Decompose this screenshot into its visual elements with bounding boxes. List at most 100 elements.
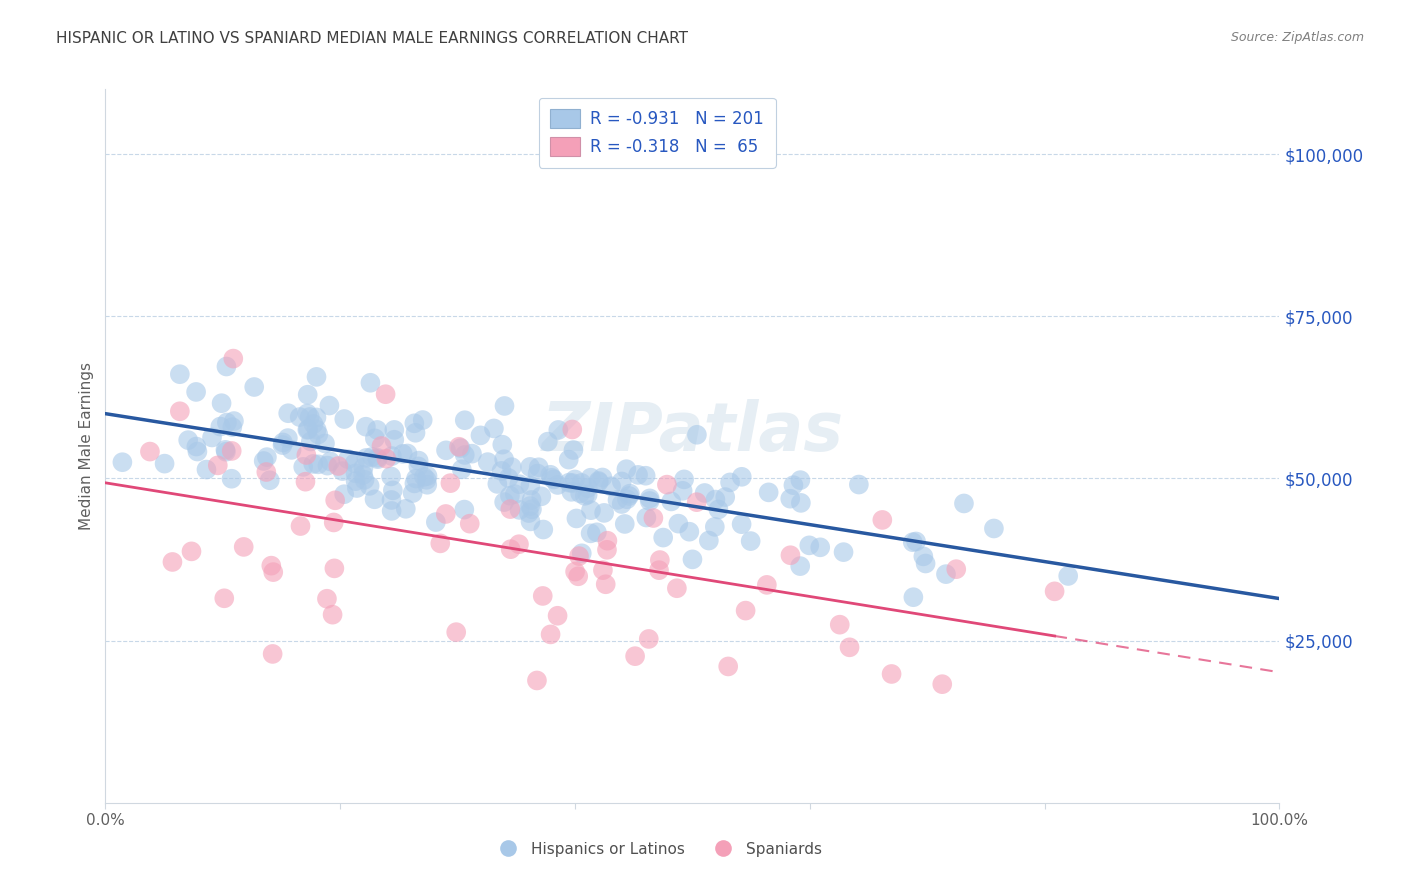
Point (531, 589, 554, 603)
Text: Source: ZipAtlas.com: Source: ZipAtlas.com (1230, 31, 1364, 45)
Point (381, 449, 404, 463)
Point (450, 441, 472, 455)
Point (305, 423, 328, 437)
Point (564, 473, 586, 487)
Point (740, 534, 762, 549)
Point (280, 442, 302, 457)
Point (499, 542, 522, 557)
Point (616, 492, 638, 507)
Point (232, 540, 254, 554)
Point (177, 433, 200, 447)
Point (405, 471, 427, 485)
Point (367, 452, 389, 467)
Point (382, 433, 405, 447)
Point (382, 423, 405, 437)
Point (259, 473, 281, 487)
Point (366, 450, 388, 465)
Point (305, 410, 328, 425)
Point (638, 494, 661, 508)
Point (730, 517, 752, 532)
Point (558, 475, 581, 490)
Point (425, 515, 447, 529)
Point (779, 491, 801, 506)
Point (201, 430, 224, 444)
Point (593, 506, 616, 520)
Point (222, 414, 245, 428)
Point (718, 475, 741, 490)
Point (353, 460, 375, 475)
Point (945, 562, 967, 576)
Point (458, 516, 481, 531)
Point (333, 412, 356, 426)
Point (297, 422, 319, 436)
Point (619, 486, 641, 500)
Point (591, 470, 613, 484)
Point (682, 552, 704, 566)
Point (450, 462, 472, 476)
Point (636, 510, 658, 524)
Y-axis label: Median Male Earnings: Median Male Earnings (79, 362, 94, 530)
Point (703, 520, 725, 534)
Point (380, 469, 402, 483)
Point (678, 524, 700, 539)
Point (530, 489, 553, 503)
Point (375, 451, 398, 466)
Point (494, 452, 516, 467)
Point (1057, 569, 1080, 583)
Point (211, 396, 233, 410)
Point (186, 440, 208, 454)
Point (983, 521, 1005, 535)
Point (222, 351, 245, 366)
Point (526, 673, 548, 688)
Point (391, 447, 413, 461)
Point (354, 419, 377, 434)
Point (686, 495, 709, 509)
Point (579, 471, 602, 485)
Point (292, 459, 315, 474)
Text: ZIPatlas: ZIPatlas (541, 399, 844, 465)
Point (659, 494, 682, 508)
Point (596, 533, 619, 548)
Point (486, 476, 509, 491)
Point (914, 557, 936, 571)
Point (499, 502, 522, 516)
Point (221, 420, 243, 434)
Point (527, 460, 550, 475)
Point (547, 423, 569, 437)
Point (538, 467, 561, 482)
Point (935, 567, 957, 582)
Point (364, 431, 387, 445)
Point (508, 503, 530, 517)
Point (336, 452, 359, 467)
Point (307, 427, 329, 442)
Point (610, 497, 633, 511)
Point (322, 516, 344, 530)
Point (319, 454, 342, 468)
Point (277, 406, 299, 420)
Point (254, 465, 277, 479)
Point (519, 459, 541, 474)
Point (588, 475, 610, 489)
Point (789, 473, 811, 487)
Point (271, 438, 294, 452)
Point (755, 578, 778, 592)
Point (139, 444, 162, 458)
Point (153, 457, 176, 471)
Point (503, 487, 526, 501)
Point (214, 442, 236, 457)
Point (184, 384, 207, 399)
Point (366, 423, 388, 437)
Point (520, 492, 543, 507)
Point (299, 434, 322, 449)
Point (613, 516, 636, 531)
Point (686, 427, 709, 442)
Point (832, 545, 855, 559)
Point (363, 492, 385, 507)
Point (253, 454, 276, 468)
Point (262, 647, 284, 661)
Point (344, 467, 367, 481)
Point (215, 444, 238, 458)
Point (209, 419, 232, 434)
Point (808, 541, 831, 555)
Point (560, 484, 582, 499)
